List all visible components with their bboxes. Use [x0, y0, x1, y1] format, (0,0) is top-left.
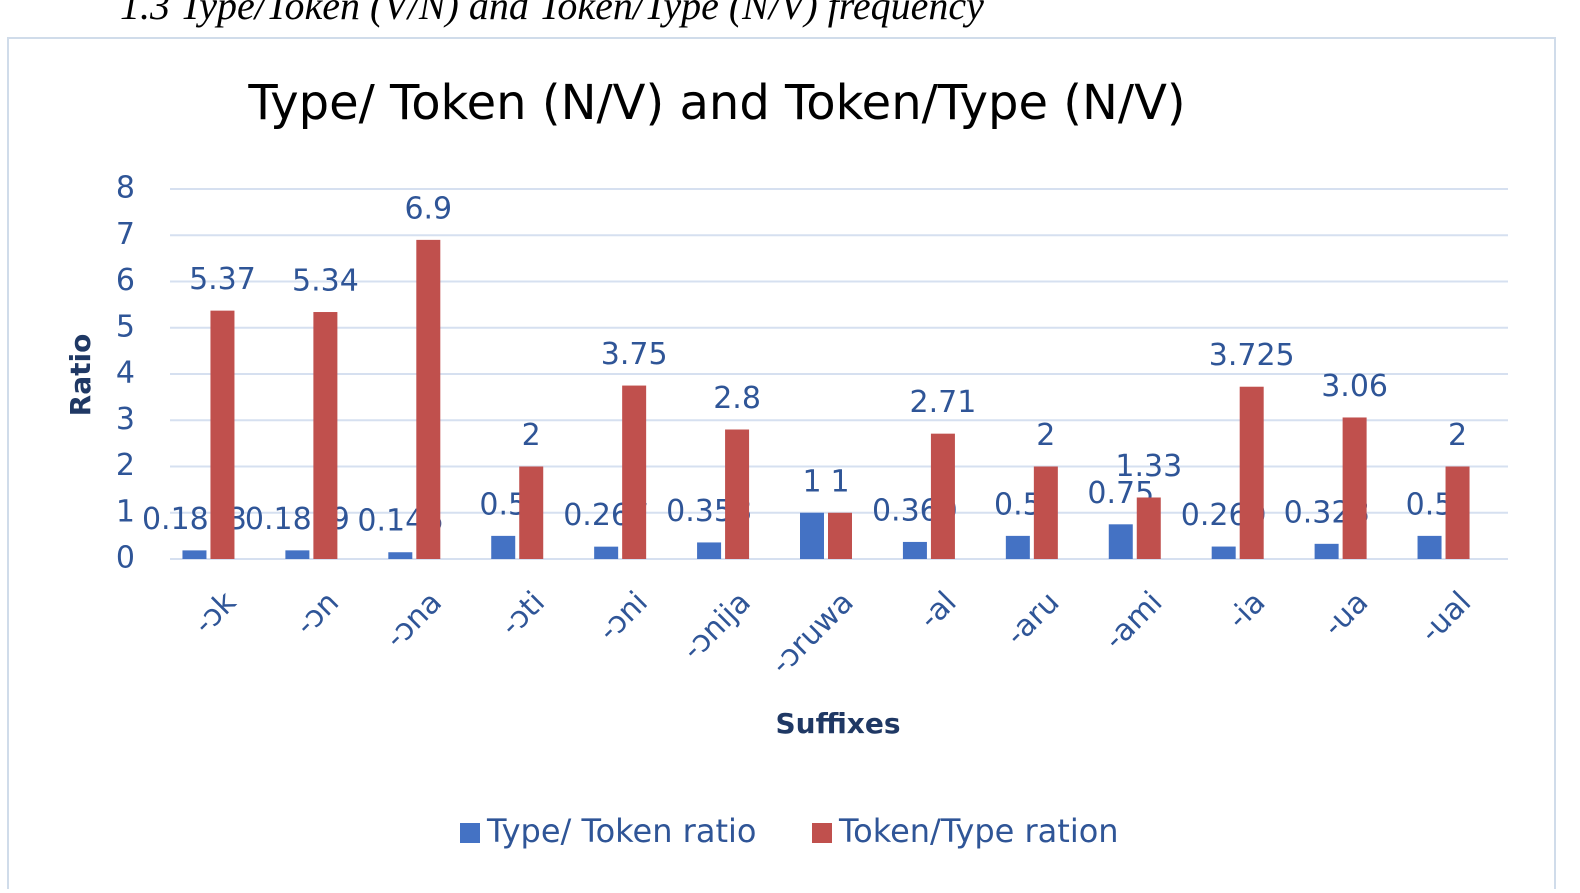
x-tick-label: -ɔk: [187, 584, 244, 641]
bar: [1445, 466, 1470, 559]
x-tick-label: -ɔni: [591, 585, 654, 648]
x-tick-label: -al: [912, 585, 963, 636]
data-label: 2: [1448, 418, 1467, 453]
bar: [930, 433, 955, 559]
y-tick-label: 6: [116, 263, 135, 298]
bar: [1211, 546, 1236, 559]
bar: [182, 550, 207, 559]
legend-label: Token/Type ration: [838, 812, 1119, 850]
bar: [1417, 535, 1442, 559]
data-label: 2: [1036, 418, 1055, 453]
y-tick-label: 7: [116, 217, 135, 252]
bar: [1005, 535, 1030, 559]
data-label: 0.5: [994, 487, 1042, 522]
data-label: 3.75: [601, 337, 668, 372]
bar: [594, 546, 619, 559]
x-tick-label: -ɔna: [378, 585, 449, 656]
data-label: 1: [830, 464, 849, 499]
legend-swatch: [812, 823, 832, 843]
legend-label: Type/ Token ratio: [486, 812, 756, 850]
bar: [519, 466, 544, 559]
bar: [725, 429, 750, 559]
y-tick-label: 2: [116, 448, 135, 483]
x-tick-label: -ia: [1221, 585, 1272, 636]
data-label: 2.8: [713, 381, 761, 416]
y-tick-label: 0: [116, 541, 135, 576]
y-tick-label: 1: [116, 494, 135, 529]
x-tick-label: -ual: [1413, 585, 1478, 650]
data-label: 1: [802, 464, 821, 499]
bar: [1108, 524, 1133, 559]
chart-title: Type/ Token (N/V) and Token/Type (N/V): [247, 75, 1185, 131]
y-tick-label: 8: [116, 171, 135, 206]
x-tick-label: -ɔnija: [675, 585, 757, 667]
bar: [388, 552, 413, 559]
bar: [902, 541, 927, 559]
data-label: 3.725: [1209, 338, 1295, 373]
bar: [313, 312, 338, 559]
bar: [1033, 466, 1058, 559]
data-label: 0.5: [479, 487, 527, 522]
bar: [800, 512, 824, 559]
bar: [1314, 543, 1339, 559]
y-tick-label: 5: [116, 309, 135, 344]
bar: [697, 542, 722, 559]
bar: [1239, 386, 1264, 559]
data-label: 6.9: [404, 191, 452, 226]
x-tick-label: -ua: [1316, 585, 1375, 644]
data-label: 5.34: [292, 264, 359, 299]
bar: [210, 310, 235, 559]
chart-frame: [7, 37, 1556, 893]
data-label: 2: [522, 418, 541, 453]
bar: [828, 512, 852, 559]
data-label: 5.37: [189, 262, 256, 297]
bar: [416, 239, 441, 559]
x-tick-label: -aru: [999, 585, 1067, 653]
data-label: 0.5: [1406, 487, 1454, 522]
data-label: 3.06: [1321, 369, 1388, 404]
x-axis-title: Suffixes: [775, 707, 900, 740]
y-tick-label: 3: [116, 402, 135, 437]
data-label: 1.33: [1115, 449, 1182, 484]
bar: [1342, 417, 1367, 559]
caption: 1.3 Type/Token (V/N) and Token/Type (N/V…: [120, 0, 984, 28]
bar: [1136, 497, 1161, 559]
legend-swatch: [460, 823, 480, 843]
x-tick-label: -ami: [1097, 585, 1169, 657]
x-tick-label: -ɔruwa: [764, 585, 861, 682]
bar: [491, 535, 516, 559]
bar: [622, 385, 647, 559]
y-axis-title: Ratio: [64, 334, 97, 417]
bar: [285, 550, 310, 559]
x-tick-label: -ɔn: [289, 585, 347, 643]
y-tick-label: 4: [116, 356, 135, 391]
data-label: 2.71: [910, 385, 977, 420]
x-tick-label: -ɔti: [494, 585, 552, 643]
